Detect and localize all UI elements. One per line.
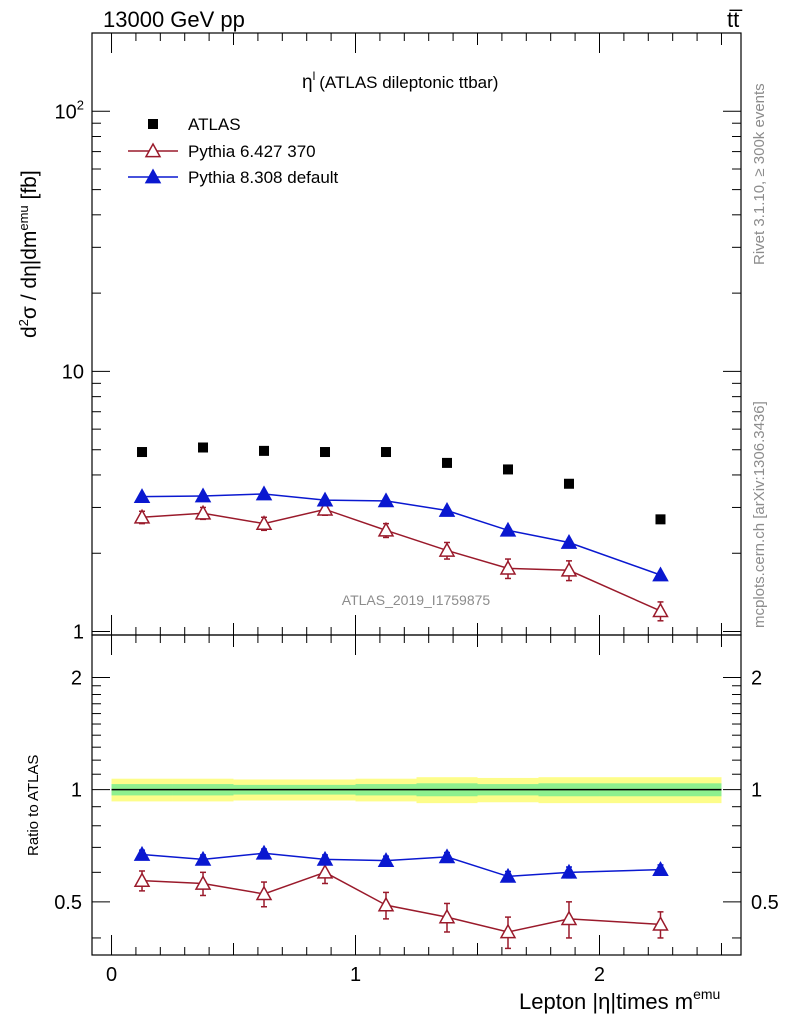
main-y-tick-label: 10 [62, 361, 84, 383]
x-tick-label: 0 [106, 964, 117, 986]
pythia-8-308-default-point [652, 566, 669, 582]
ratio-pythia-8-308-default-point [377, 852, 395, 867]
main-series [133, 442, 669, 622]
pythia-8-308-default-point [316, 491, 334, 507]
pythia-6-427-370-point [438, 541, 456, 557]
main-y-axis-label: d2σ / dη|dmemu [fb] [16, 170, 41, 338]
legend-marker-pythia-8-308-default [144, 168, 162, 184]
ratio-pythia-6-427-370-point [194, 874, 212, 890]
pythia-6-427-370-point [560, 561, 578, 577]
analysis-watermark: ATLAS_2019_I1759875 [342, 592, 491, 608]
mcplots-label: mcplots.cern.ch [arXiv:1306.3436] [751, 401, 768, 628]
pythia-8-308-default-point [377, 492, 395, 508]
main-y-tick-label: 102 [55, 97, 84, 123]
pythia-8-308-default-point [255, 485, 273, 501]
pythia-8-308-default-line [142, 493, 661, 576]
pythia-6-427-370-point [499, 559, 517, 575]
ratio-y-tick-label: 1 [71, 780, 82, 802]
legend-marker-pythia-6-427-370 [144, 142, 162, 158]
ratio-pythia-6-427-370-point [438, 908, 456, 924]
pythia-6-427-370-point [194, 504, 212, 520]
pythia-6-427-370-point [255, 515, 273, 530]
x-axis-label: Lepton |η|times memu [519, 986, 720, 1014]
ratio-y-tick-label: 0.5 [54, 892, 82, 914]
ratio-pythia-8-308-default-point [255, 844, 273, 860]
pythia-8-308-default-point [438, 501, 456, 517]
ratio-y-tick-label: 2 [751, 667, 762, 689]
main-y-tick-label: 1 [73, 622, 84, 644]
rivet-label: Rivet 3.1.10, ≥ 300k events [751, 83, 768, 265]
atlas-point [259, 445, 270, 456]
atlas-point [320, 447, 331, 458]
ratio-pythia-6-427-370-point [255, 885, 273, 901]
legend-marker-atlas [148, 119, 158, 129]
energy-label: 13000 GeV pp [103, 7, 245, 32]
legend: ATLAS Pythia 6.427 370 Pythia 8.308 defaul… [128, 115, 339, 187]
pythia-6-427-370-point [133, 508, 151, 524]
x-axis: 0 1 2 [106, 33, 722, 986]
pythia-6-427-370-point [377, 521, 395, 537]
ratio-pythia-8-308-default-point [133, 845, 151, 861]
pythia-6-427-370-point [316, 500, 334, 516]
pythia-8-308-default-point [499, 521, 517, 537]
atlas-point [381, 447, 392, 458]
ratio-pythia-6-427-370-point [316, 863, 334, 879]
pythia-8-308-default-point [560, 533, 578, 549]
main-y-axis: 1 10 102 [55, 32, 741, 644]
plot-title: ηl (ATLAS dileptonic ttbar) [302, 69, 498, 93]
ratio-pythia-8-308-default-point [194, 850, 212, 866]
ratio-pythia-6-427-370-point [560, 910, 578, 926]
legend-label-pythia-8-308-default: Pythia 8.308 default [188, 168, 339, 187]
ratio-y-axis: 0.5 0.5 1 1 2 2 [54, 667, 779, 939]
ratio-y-tick-label: 2 [71, 667, 82, 689]
x-tick-label: 1 [350, 964, 361, 986]
legend-label-atlas: ATLAS [188, 115, 241, 134]
ratio-series [133, 844, 669, 950]
ratio-pythia-6-427-370-line [141, 871, 661, 933]
atlas-point [137, 447, 148, 458]
ratio-y-axis-label: Ratio to ATLAS [25, 755, 42, 856]
ratio-pythia-8-308-default-point [438, 848, 456, 864]
atlas-point [198, 442, 209, 453]
atlas-point [441, 457, 452, 468]
atlas-point [502, 464, 513, 475]
ratio-pythia-8-308-default-point [560, 863, 578, 879]
pythia-6-427-370-point [652, 602, 669, 618]
pythia-8-308-default-point [133, 488, 151, 504]
ratio-pythia-8-308-default-point [316, 850, 334, 866]
pythia-8-308-default-point [194, 487, 212, 503]
legend-label-pythia-6-427-370: Pythia 6.427 370 [188, 142, 316, 161]
process-label: tt̅ [727, 7, 743, 32]
ratio-pythia-8-308-default-point [652, 861, 669, 876]
ratio-y-tick-label: 0.5 [751, 892, 779, 914]
atlas-point [563, 478, 574, 489]
ratio-pythia-6-427-370-point [652, 915, 669, 931]
ratio-pythia-6-427-370-point [499, 923, 517, 939]
ratio-y-tick-label: 1 [751, 780, 762, 802]
atlas-point [655, 514, 666, 525]
ratio-uncertainty-bands [111, 777, 722, 804]
ratio-pythia-6-427-370-point [377, 896, 395, 912]
ratio-pythia-8-308-default-line [141, 852, 661, 878]
ratio-pythia-6-427-370-point [133, 872, 151, 887]
ratio-pythia-8-308-default-point [499, 867, 517, 883]
ratio-plot-frame [91, 634, 742, 956]
x-tick-label: 2 [594, 964, 605, 986]
